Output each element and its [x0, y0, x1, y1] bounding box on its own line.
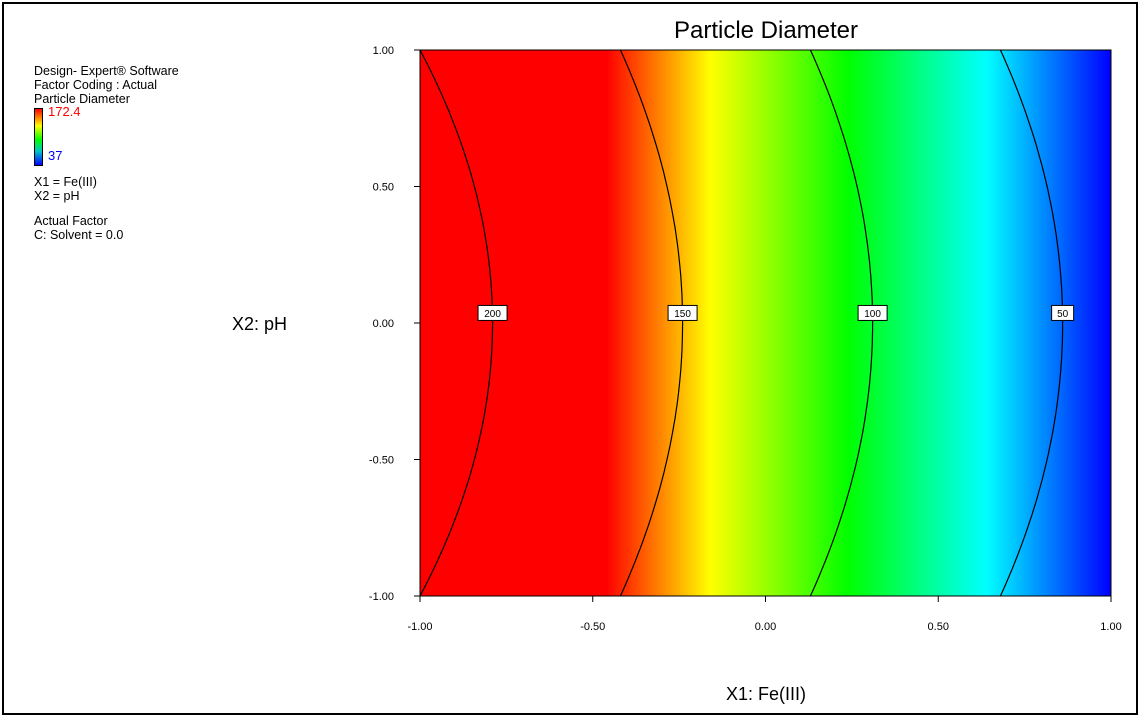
color-scale-bar	[34, 108, 43, 166]
x-tick-label: -1.00	[407, 621, 432, 633]
chart-title: Particle Diameter	[674, 17, 858, 44]
contour-label-box-200	[477, 304, 508, 321]
x-tick-label: 0.50	[928, 621, 949, 633]
contour-label-100: 100	[864, 309, 881, 320]
x-tick-label: -0.50	[580, 621, 605, 633]
x-tick-label: 0.00	[755, 621, 776, 633]
contour-label-200: 200	[484, 309, 501, 320]
contour-label-50: 50	[1057, 309, 1069, 320]
heatmap-fill	[420, 50, 1111, 596]
y-tick-label: 0.50	[373, 182, 394, 194]
color-scale-max: 172.4	[48, 104, 81, 119]
y-tick-label: -1.00	[369, 591, 394, 603]
contour-lines	[420, 50, 1064, 596]
software-label: Design- Expert® Software	[34, 64, 179, 78]
heatmap-rect	[420, 50, 1111, 596]
contour-line-100	[809, 50, 874, 596]
color-scale-min: 37	[48, 148, 63, 163]
actual-factor-value: C: Solvent = 0.0	[34, 228, 124, 242]
contour-label-box-100	[857, 304, 888, 321]
x-tick-label: 1.00	[1100, 621, 1121, 633]
response-label: Particle Diameter	[34, 92, 130, 106]
x1-definition: X1 = Fe(III)	[34, 175, 97, 189]
y-axis-title: X2: pH	[232, 314, 287, 334]
contour-line-200	[420, 50, 494, 596]
color-scale: 172.4 37	[34, 104, 179, 166]
design-info-panel: Design- Expert® Software Factor Coding :…	[34, 64, 179, 242]
contour-label-box-50	[1051, 304, 1075, 321]
y-tick-label: -0.50	[369, 455, 394, 467]
contour-line-150	[619, 50, 684, 596]
factor-coding-label: Factor Coding : Actual	[34, 78, 157, 92]
x2-definition: X2 = pH	[34, 189, 80, 203]
contour-labels: 200 150 100 50	[477, 304, 1075, 321]
contour-label-box-150	[667, 304, 698, 321]
contour-label-150: 150	[674, 309, 691, 320]
x-axis-title: X1: Fe(III)	[726, 684, 806, 704]
y-tick-label: 1.00	[373, 45, 394, 57]
actual-factor-heading: Actual Factor	[34, 214, 108, 228]
y-tick-label: 0.00	[373, 318, 394, 330]
contour-line-50	[999, 50, 1064, 596]
axes: -1.00 -0.50 0.00 0.50 1.00 1.00 0.50 0.00 -0.50 -…	[369, 45, 1122, 633]
